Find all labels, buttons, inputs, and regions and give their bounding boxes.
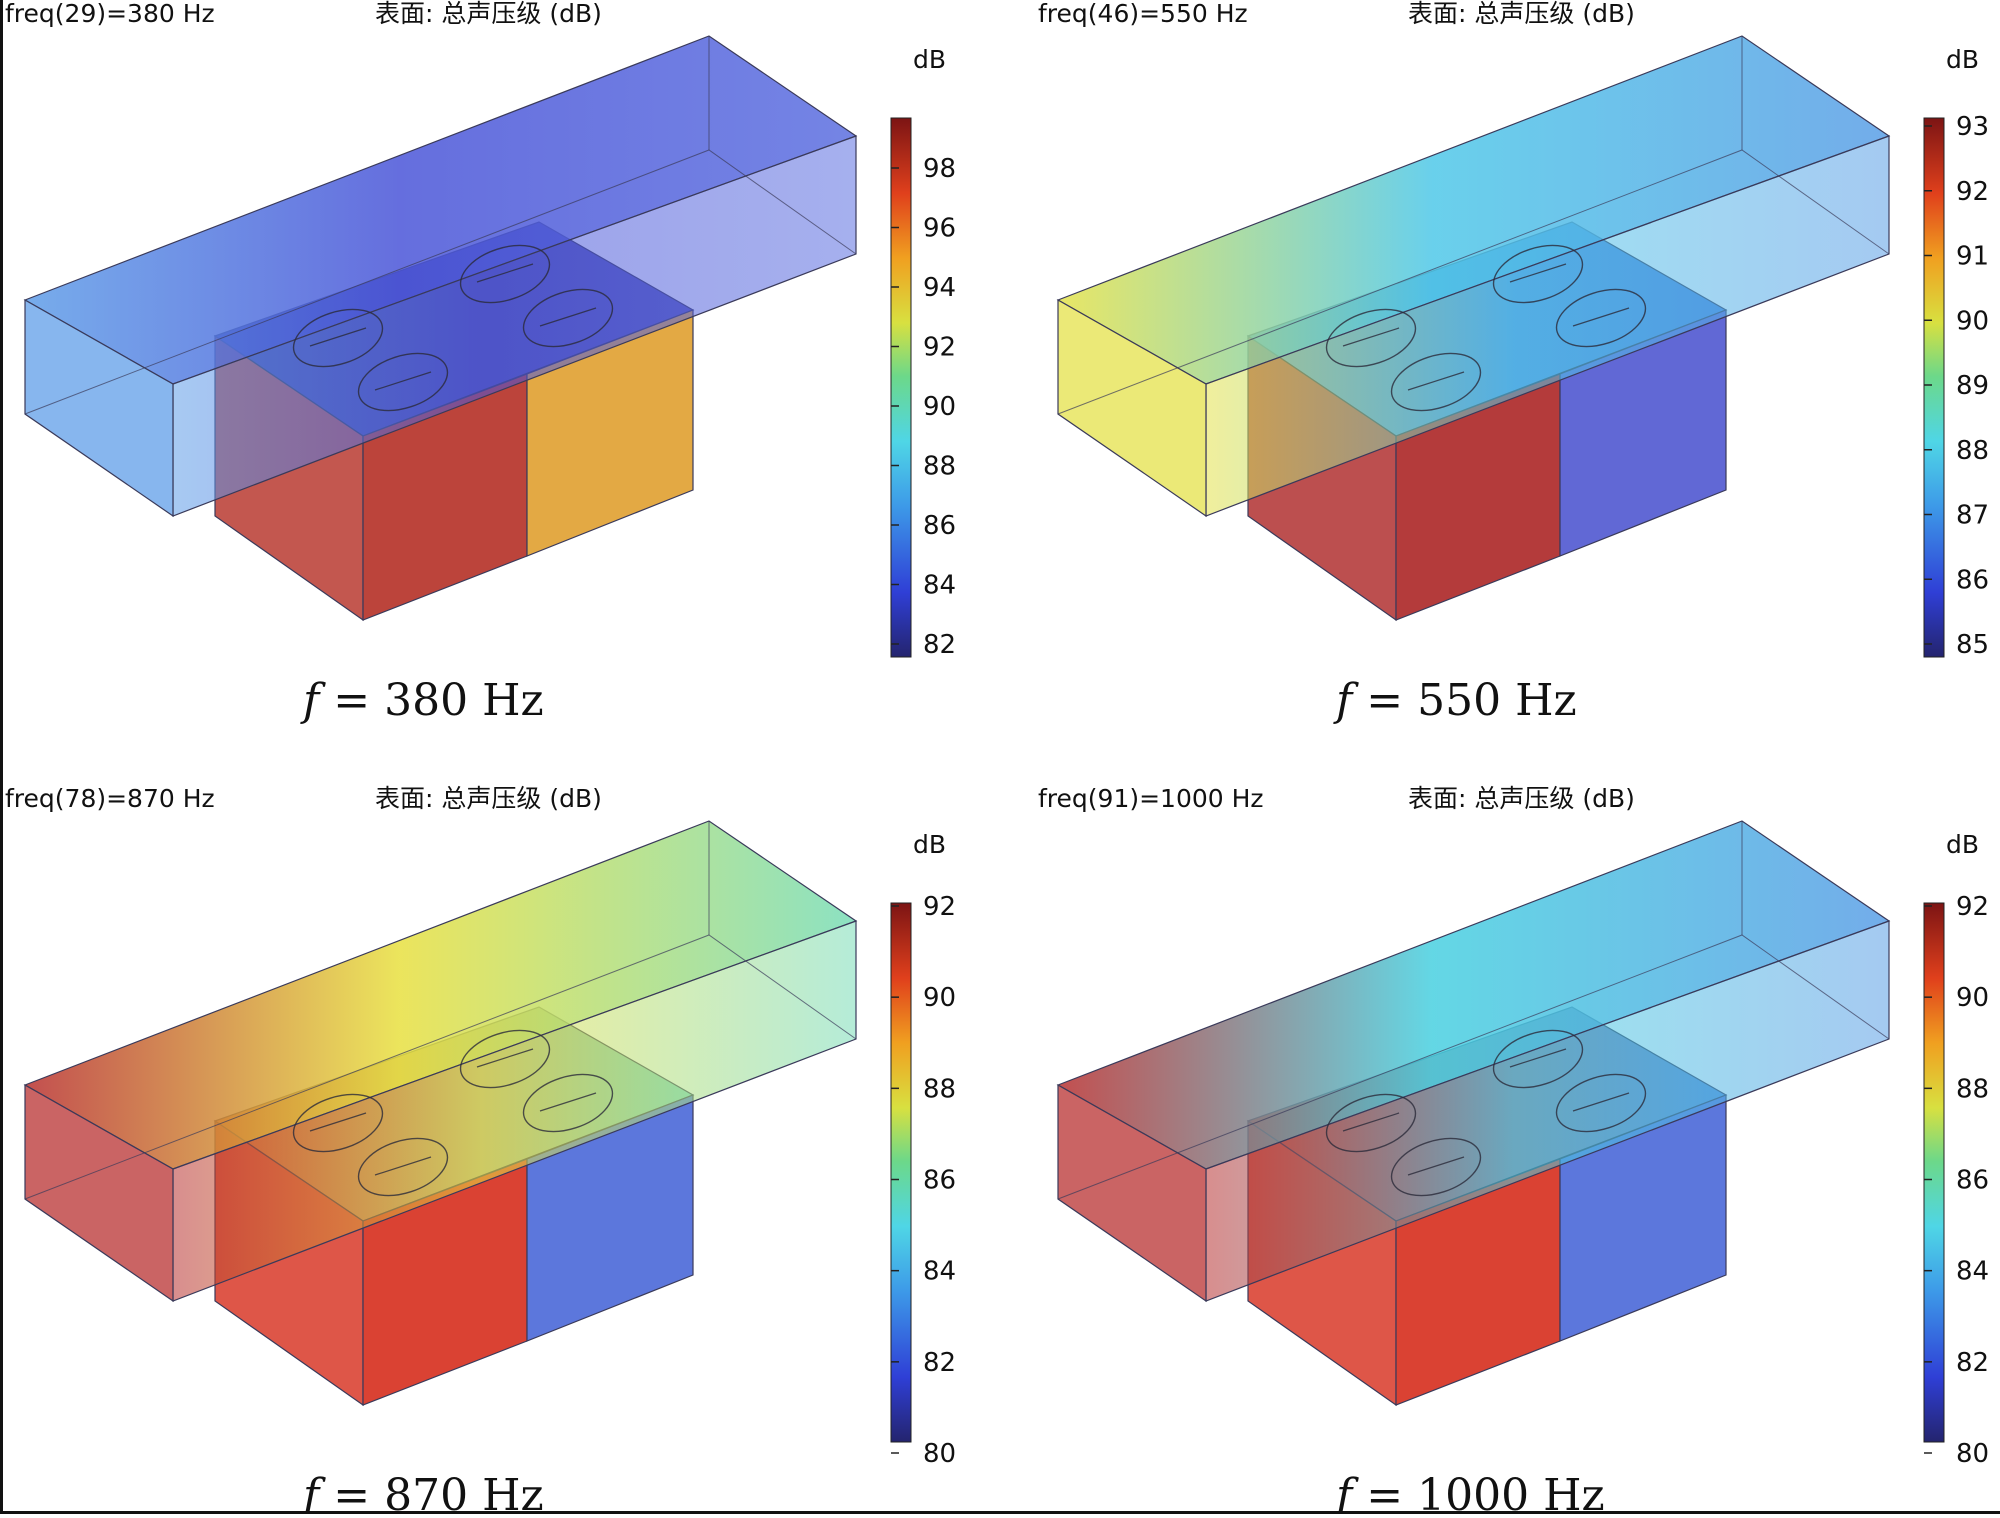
colorbar <box>890 902 912 1443</box>
speaker-slit <box>1342 1112 1400 1132</box>
speaker-slit <box>1407 1156 1465 1176</box>
colorbar-tick-label: 87 <box>1956 501 1989 531</box>
speaker-opening <box>522 288 614 348</box>
speaker-opening <box>357 352 449 412</box>
frequency-caption: f = 1000 Hz <box>1333 1470 1605 1514</box>
speaker-slit <box>1407 371 1465 391</box>
speaker-slit <box>374 371 432 391</box>
colorbar-tick-label: 92 <box>923 892 956 922</box>
speaker-slit <box>1572 1092 1630 1112</box>
speaker-slit <box>476 263 534 283</box>
colorbar-tick-label: 91 <box>1956 242 1989 272</box>
colorbar-tick-label: 92 <box>1956 177 1989 207</box>
colorbar <box>1923 117 1945 658</box>
frequency-label: freq(46)=550 Hz <box>1038 0 1248 28</box>
colorbar-tick-label: 90 <box>1956 983 1989 1013</box>
colorbar-tick-label: 92 <box>923 333 956 363</box>
speaker-opening <box>459 244 551 304</box>
speaker-opening <box>1325 1093 1417 1153</box>
colorbar-tick-label: 90 <box>923 983 956 1013</box>
surface-quantity-label: 表面: 总声压级 (dB) <box>1408 784 1635 813</box>
colorbar-tick-label: 86 <box>1956 1166 1989 1196</box>
colorbar-tick-label: 93 <box>1956 112 1989 142</box>
colorbar-tick-label: 94 <box>923 273 956 303</box>
surface-quantity-label: 表面: 总声压级 (dB) <box>375 0 602 28</box>
speaker-opening <box>1325 308 1417 368</box>
figure-canvas: freq(29)=380 Hz 表面: 总声压级 (dB) dB 98 96 94 92 90… <box>5 0 1989 1518</box>
colorbar-tick-label: 89 <box>1956 371 1989 401</box>
panel-3: freq(78)=870 Hz 表面: 总声压级 (dB) dB 92 90 88 86 84… <box>5 784 956 1518</box>
duct-end-face <box>1057 1083 1207 1303</box>
caption-value: = 550 Hz <box>1352 675 1576 726</box>
speaker-opening <box>357 1137 449 1197</box>
colorbar-tick-label: 92 <box>1956 892 1989 922</box>
speaker-opening <box>292 1093 384 1153</box>
frequency-caption: f = 380 Hz <box>300 675 544 726</box>
caption-value: = 1000 Hz <box>1352 1470 1604 1514</box>
colorbar-tick-label: 82 <box>923 1348 956 1378</box>
frequency-caption: f = 870 Hz <box>300 1470 544 1514</box>
speaker-opening <box>1492 1029 1584 1089</box>
colorbar-unit-label: dB <box>1946 830 1979 859</box>
panel-2: freq(46)=550 Hz 表面: 总声压级 (dB) dB 93 92 91 90 89… <box>1038 0 1989 726</box>
colorbar-tick-label: 88 <box>1956 1074 1989 1104</box>
colorbar-tick-label: 88 <box>923 1074 956 1104</box>
colorbar-unit-label: dB <box>1946 45 1979 74</box>
speaker-opening <box>1555 1073 1647 1133</box>
colorbar-tick-label: 86 <box>923 511 956 541</box>
colorbar-tick-label: 84 <box>923 1257 956 1287</box>
colorbar-tick-label: 98 <box>923 154 956 184</box>
speaker-slit <box>309 327 367 347</box>
caption-value: = 380 Hz <box>319 675 543 726</box>
colorbar-tick-label: 84 <box>1956 1257 1989 1287</box>
colorbar-tick-label: 88 <box>923 452 956 482</box>
colorbar-unit-label: dB <box>913 45 946 74</box>
colorbar-tick-label: 84 <box>923 571 956 601</box>
speaker-slit <box>1509 263 1567 283</box>
frequency-caption: f = 550 Hz <box>1333 675 1577 726</box>
colorbar-tick-label: 86 <box>1956 565 1989 595</box>
duct-end-face <box>24 298 174 518</box>
speaker-opening <box>292 308 384 368</box>
frequency-label: freq(78)=870 Hz <box>5 784 215 813</box>
speaker-opening <box>1390 1137 1482 1197</box>
panel-1: freq(29)=380 Hz 表面: 总声压级 (dB) dB 98 96 94 92 90… <box>5 0 956 726</box>
speaker-opening <box>522 1073 614 1133</box>
colorbar-tick-label: 80 <box>923 1439 956 1469</box>
colorbar-unit-label: dB <box>913 830 946 859</box>
speaker-opening <box>1492 244 1584 304</box>
speaker-slit <box>1509 1048 1567 1068</box>
surface-quantity-label: 表面: 总声压级 (dB) <box>1408 0 1635 28</box>
speaker-opening <box>1555 288 1647 348</box>
speaker-opening <box>459 1029 551 1089</box>
speaker-slit <box>1342 327 1400 347</box>
colorbar-tick-label: 85 <box>1956 630 1989 660</box>
duct-end-face <box>24 1083 174 1303</box>
speaker-slit <box>476 1048 534 1068</box>
panel-4: freq(91)=1000 Hz 表面: 总声压级 (dB) dB 92 90 88 86 8… <box>1038 784 1989 1518</box>
speaker-slit <box>539 307 597 327</box>
colorbar-tick-label: 86 <box>923 1166 956 1196</box>
caption-value: = 870 Hz <box>319 1470 543 1514</box>
speaker-opening <box>1390 352 1482 412</box>
duct-end-face <box>1057 298 1207 518</box>
colorbar-tick-label: 82 <box>923 630 956 660</box>
colorbar-tick-label: 90 <box>923 392 956 422</box>
colorbar <box>890 117 912 658</box>
speaker-slit <box>539 1092 597 1112</box>
colorbar-tick-label: 90 <box>1956 306 1989 336</box>
speaker-slit <box>1572 307 1630 327</box>
frequency-label: freq(29)=380 Hz <box>5 0 215 28</box>
colorbar-tick-label: 88 <box>1956 436 1989 466</box>
colorbar-tick-label: 96 <box>923 214 956 244</box>
colorbar <box>1923 902 1945 1443</box>
speaker-slit <box>374 1156 432 1176</box>
colorbar-tick-label: 80 <box>1956 1439 1989 1469</box>
frequency-label: freq(91)=1000 Hz <box>1038 784 1264 813</box>
surface-quantity-label: 表面: 总声压级 (dB) <box>375 784 602 813</box>
colorbar-tick-label: 82 <box>1956 1348 1989 1378</box>
speaker-slit <box>309 1112 367 1132</box>
